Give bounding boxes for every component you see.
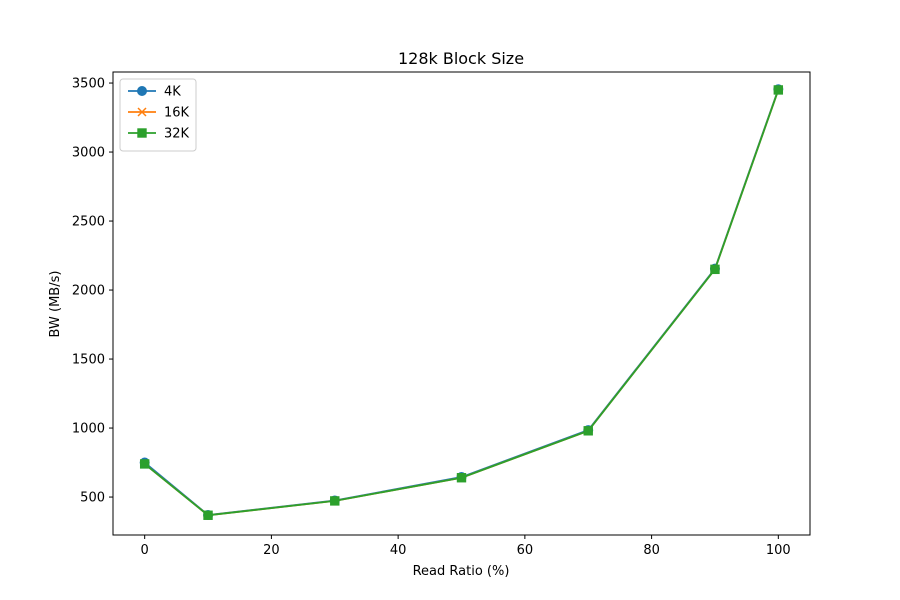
x-tick-label: 20 — [263, 543, 280, 558]
y-tick-label: 1000 — [72, 422, 105, 437]
legend-label-16k: 16K — [164, 106, 190, 121]
legend: 4K 16K 32K — [119, 78, 197, 152]
data-point-32k — [710, 264, 720, 275]
plot-area: 0 20 40 60 80 100 500 1000 1500 2000 2500 3000 3500 — [72, 71, 811, 558]
x-tick-label: 0 — [141, 543, 149, 558]
data-point-32k — [456, 473, 467, 483]
legend-marker-32k — [137, 128, 147, 138]
data-point-32k — [583, 426, 593, 436]
y-tick-label: 500 — [80, 491, 105, 506]
x-tick-label: 100 — [766, 543, 791, 558]
data-point-32k — [330, 496, 340, 506]
x-axis-label: Read Ratio (%) — [413, 564, 510, 579]
y-tick-label: 2000 — [72, 284, 105, 299]
y-tick-label: 3000 — [72, 146, 105, 161]
y-axis-label: BW (MB/s) — [48, 271, 63, 338]
axes-frame — [112, 71, 811, 536]
legend-label-32k: 32K — [164, 127, 190, 142]
legend-label-4k: 4K — [164, 85, 181, 100]
y-tick-label: 1500 — [72, 353, 105, 368]
legend-marker-16k — [137, 107, 147, 117]
x-tick-label: 80 — [643, 543, 660, 558]
data-point-32k — [139, 459, 150, 469]
legend-marker-4k — [137, 86, 147, 96]
y-tick-label: 3500 — [72, 77, 105, 92]
y-tick-label: 2500 — [72, 215, 105, 230]
chart-title: 128k Block Size — [398, 49, 524, 68]
x-tick-label: 60 — [517, 543, 534, 558]
data-point-32k — [203, 510, 213, 520]
data-point-32k — [773, 85, 784, 95]
x-tick-label: 40 — [390, 543, 407, 558]
